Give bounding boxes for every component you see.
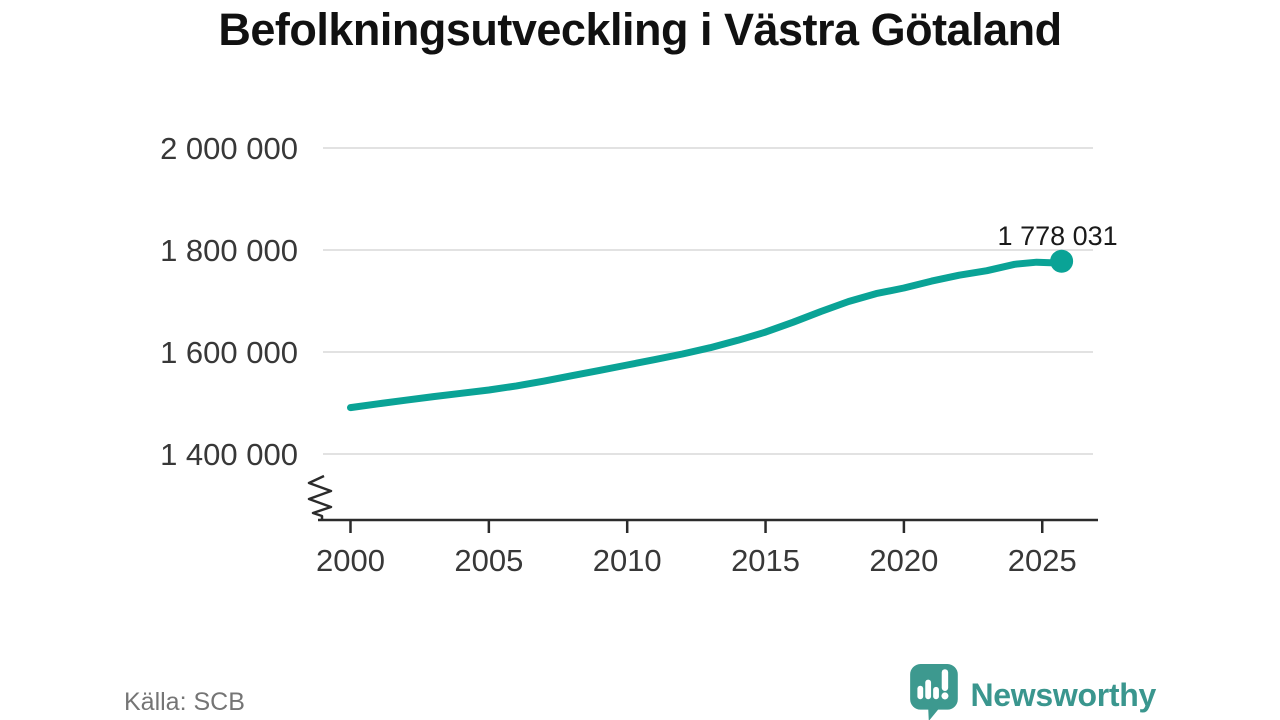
y-tick-label: 2 000 000 [160,131,298,166]
axis-break-icon [307,474,333,520]
chart-title: Befolkningsutveckling i Västra Götaland [218,4,1062,55]
x-tick-label: 2005 [454,543,523,578]
end-point-marker [1050,249,1074,273]
population-line [347,257,1066,412]
x-tick-label: 2010 [593,543,662,578]
source-label: Källa: SCB [124,688,245,716]
newsworthy-wordmark: Newsworthy [970,676,1157,713]
x-tick-label: 2025 [1008,543,1077,578]
y-tick-label: 1 800 000 [160,233,298,268]
y-tick-label: 1 400 000 [160,437,298,472]
y-tick-label: 1 600 000 [160,335,298,370]
end-value-label: 1 778 031 [998,221,1118,251]
x-tick-label: 2000 [316,543,385,578]
x-tick-label: 2020 [869,543,938,578]
x-tick-label: 2015 [731,543,800,578]
speech-bubble-bar-chart-exclamation-icon [909,663,961,720]
newsworthy-logo: Newsworthy [909,663,1157,720]
